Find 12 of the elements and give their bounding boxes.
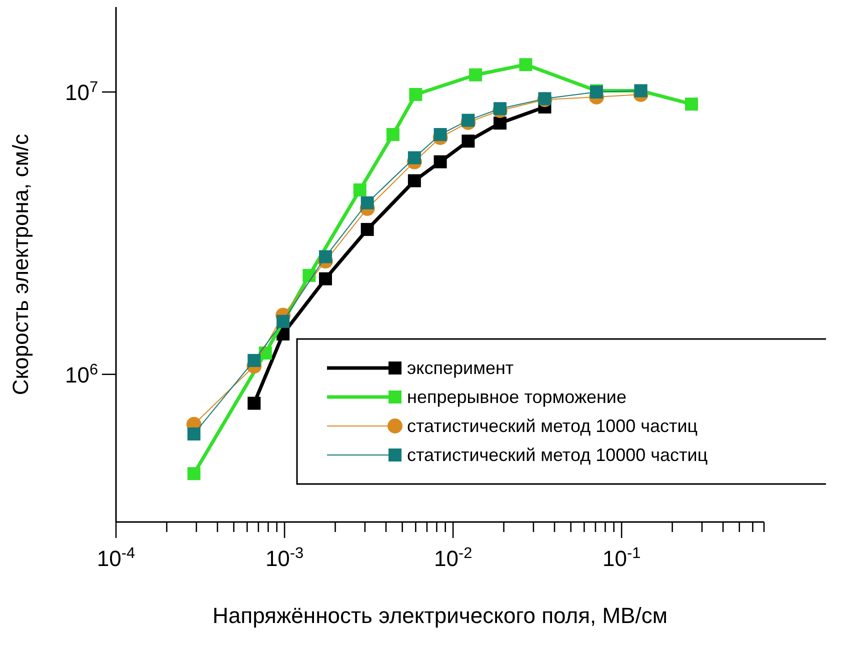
y-tick-label: 10$^{6}$ xyxy=(64,360,98,388)
legend-label: эксперимент xyxy=(407,358,514,378)
x-tick-label: 10$^{-3}$ xyxy=(265,544,304,571)
legend-label: статистический метод 1000 частиц xyxy=(407,416,698,436)
x-axis-title: Напряжённость электрического поля, МВ/см xyxy=(212,603,668,628)
y-axis-title: Скорость электрона, см/с xyxy=(8,134,33,396)
x-tick-label: 10$^{-1}$ xyxy=(602,544,641,571)
legend-label: непрерывное торможение xyxy=(407,387,626,407)
legend-label: статистический метод 10000 частиц xyxy=(407,445,708,465)
y-tick-label: 10$^{7}$ xyxy=(64,78,98,105)
x-tick-label: 10$^{-2}$ xyxy=(434,544,472,571)
x-tick-label: 10$^{-4}$ xyxy=(96,544,136,571)
